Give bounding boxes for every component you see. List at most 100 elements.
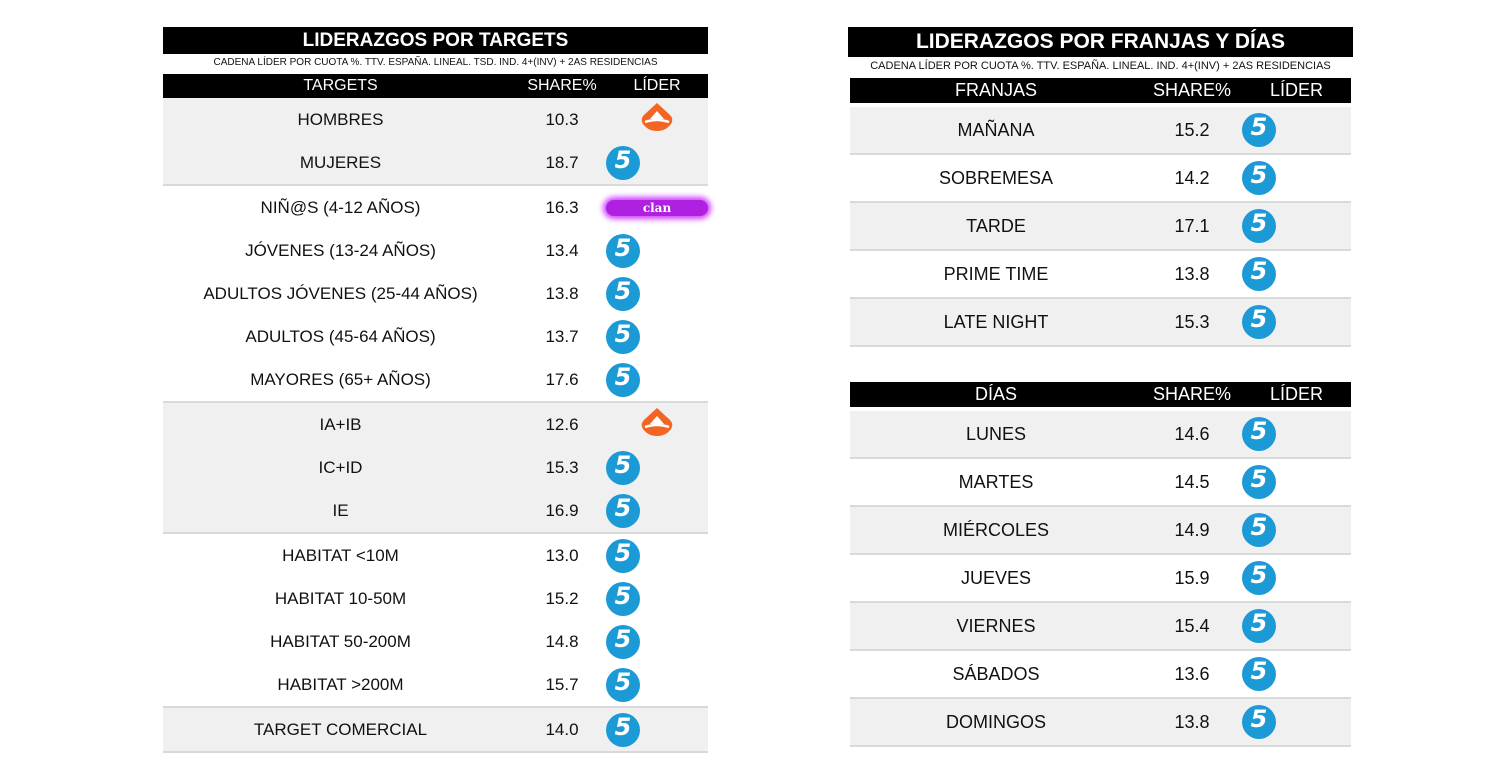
row-label: PRIME TIME <box>943 263 1049 284</box>
header-share: SHARE% <box>1152 384 1232 404</box>
row-label: ADULTOS JÓVENES (25-44 AÑOS) <box>203 283 478 303</box>
row-share: 15.3 <box>545 457 579 477</box>
row-share: 13.8 <box>1174 711 1210 732</box>
row-share: 14.5 <box>1174 471 1210 492</box>
table-row: IA+IB 12.6 <box>163 403 708 446</box>
row-label: MAYORES (65+ AÑOS) <box>250 369 431 389</box>
row-share: 13.4 <box>545 240 579 260</box>
row-label: JÓVENES (13-24 AÑOS) <box>245 240 436 260</box>
row-share: 17.1 <box>1174 215 1210 236</box>
targets-title: LIDERAZGOS POR TARGETS <box>163 27 708 54</box>
header-targets: TARGETS <box>303 77 378 94</box>
row-share: 15.3 <box>1174 311 1210 332</box>
telecinco-logo-icon: 5 <box>606 712 640 747</box>
telecinco-logo-icon: 5 <box>1242 561 1276 595</box>
row-share: 13.0 <box>545 545 579 565</box>
table-row: VIERNES 15.4 5 <box>850 603 1351 651</box>
row-share: 15.4 <box>1174 615 1210 636</box>
telecinco-logo-icon: 5 <box>1242 657 1276 691</box>
targets-header-row: TARGETS SHARE% LÍDER <box>163 74 708 98</box>
telecinco-logo-icon: 5 <box>1242 209 1276 243</box>
telecinco-logo-icon: 5 <box>1242 513 1276 547</box>
telecinco-logo-icon: 5 <box>606 362 640 397</box>
row-share: 16.9 <box>545 500 579 520</box>
row-share: 14.0 <box>545 719 579 739</box>
row-share: 18.7 <box>545 152 579 172</box>
row-share: 13.8 <box>545 283 579 303</box>
table-row: HOMBRES 10.3 <box>163 98 708 141</box>
targets-group-sex: HOMBRES 10.3 MUJERES 18.7 5 <box>163 98 708 186</box>
table-row: JÓVENES (13-24 AÑOS) 13.4 5 <box>163 229 708 272</box>
row-share: 15.7 <box>545 674 579 694</box>
row-share: 15.2 <box>1174 119 1210 140</box>
telecinco-logo-icon: 5 <box>1242 609 1276 643</box>
franjas-dias-subtitle: CADENA LÍDER POR CUOTA %. TTV. ESPAÑA. L… <box>870 60 1331 72</box>
table-row: ADULTOS (45-64 AÑOS) 13.7 5 <box>163 315 708 358</box>
table-row: LATE NIGHT 15.3 5 <box>850 299 1351 347</box>
row-share: 17.6 <box>545 369 579 389</box>
telecinco-logo-icon: 5 <box>606 233 640 268</box>
row-label: MIÉRCOLES <box>942 519 1050 540</box>
table-row: LUNES 14.6 5 <box>850 411 1351 459</box>
targets-panel: LIDERAZGOS POR TARGETS CADENA LÍDER POR … <box>163 27 708 753</box>
telecinco-logo-icon: 5 <box>1242 705 1276 739</box>
table-row: MUJERES 18.7 5 <box>163 141 708 184</box>
table-row: IE 16.9 5 <box>163 489 708 532</box>
row-share: 16.3 <box>545 197 579 217</box>
table-row: TARGET COMERCIAL 14.0 5 <box>163 708 708 751</box>
row-label: HABITAT <10M <box>282 545 399 565</box>
table-row: MAÑANA 15.2 5 <box>850 107 1351 155</box>
row-label: IE <box>332 500 349 520</box>
telecinco-logo-icon: 5 <box>606 624 640 659</box>
row-share: 14.8 <box>545 631 579 651</box>
header-share: SHARE% <box>527 77 597 94</box>
row-label: HABITAT 50-200M <box>270 631 411 651</box>
row-label: HABITAT 10-50M <box>274 588 407 608</box>
telecinco-logo-icon: 5 <box>606 538 640 573</box>
targets-group-habitat: HABITAT <10M 13.0 5 HABITAT 10-50M 15.2 … <box>163 534 708 708</box>
telecinco-logo-icon: 5 <box>1242 417 1276 451</box>
row-share: 13.6 <box>1174 663 1210 684</box>
row-share: 12.6 <box>545 414 579 434</box>
telecinco-logo-icon: 5 <box>1242 465 1276 499</box>
row-share: 14.6 <box>1174 423 1210 444</box>
row-label: MAÑANA <box>957 119 1035 140</box>
row-label: IA+IB <box>319 414 362 434</box>
table-row: HABITAT >200M 15.7 5 <box>163 663 708 706</box>
header-dias: DÍAS <box>974 384 1017 404</box>
row-label: DOMINGOS <box>945 711 1046 732</box>
row-label: IC+ID <box>318 457 363 477</box>
table-row: MIÉRCOLES 14.9 5 <box>850 507 1351 555</box>
row-share: 15.2 <box>545 588 579 608</box>
row-label: JUEVES <box>960 567 1032 588</box>
row-label: MUJERES <box>299 152 382 172</box>
table-row: SÁBADOS 13.6 5 <box>850 651 1351 699</box>
row-label: TARGET COMERCIAL <box>253 719 428 739</box>
table-row: MARTES 14.5 5 <box>850 459 1351 507</box>
row-share: 13.8 <box>1174 263 1210 284</box>
header-franjas: FRANJAS <box>954 80 1037 100</box>
row-label: VIERNES <box>956 615 1036 636</box>
clan-logo-icon: clan <box>606 199 708 216</box>
telecinco-logo-icon: 5 <box>606 493 640 528</box>
telecinco-logo-icon: 5 <box>1242 257 1276 291</box>
row-label: TARDE <box>966 215 1026 236</box>
antena3-logo-icon <box>606 102 708 137</box>
targets-group-commercial: TARGET COMERCIAL 14.0 5 <box>163 708 708 753</box>
table-row: TARDE 17.1 5 <box>850 203 1351 251</box>
table-row: HABITAT 10-50M 15.2 5 <box>163 577 708 620</box>
row-share: 15.9 <box>1174 567 1210 588</box>
table-row: SOBREMESA 14.2 5 <box>850 155 1351 203</box>
franjas-dias-panel: LIDERAZGOS POR FRANJAS Y DÍAS CADENA LÍD… <box>848 27 1353 747</box>
franjas-dias-title: LIDERAZGOS POR FRANJAS Y DÍAS <box>848 27 1353 57</box>
franjas-header-row: FRANJAS SHARE% LÍDER <box>850 78 1351 103</box>
table-row: DOMINGOS 13.8 5 <box>850 699 1351 747</box>
telecinco-logo-icon: 5 <box>606 319 640 354</box>
row-share: 13.7 <box>545 326 579 346</box>
targets-group-age: NIÑ@S (4-12 AÑOS) 16.3 clan JÓVENES (13-… <box>163 186 708 403</box>
telecinco-logo-icon: 5 <box>1242 305 1276 339</box>
table-row: HABITAT <10M 13.0 5 <box>163 534 708 577</box>
row-label: SOBREMESA <box>938 167 1054 188</box>
row-label: SÁBADOS <box>952 663 1040 684</box>
header-lider: LÍDER <box>1269 384 1323 404</box>
